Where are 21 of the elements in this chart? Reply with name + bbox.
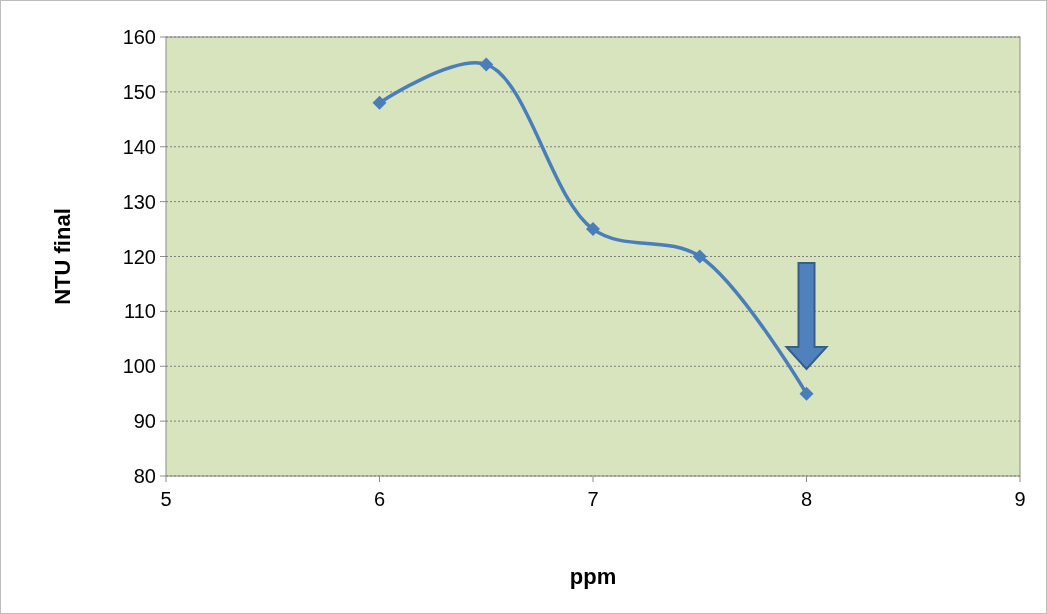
y-tick-label: 120 — [122, 245, 156, 268]
point — [372, 95, 387, 110]
x-tick-label: 8 — [800, 488, 813, 510]
y-tick-label: 100 — [122, 355, 156, 378]
y-tick-label: 80 — [133, 465, 156, 487]
y-tick-label: 110 — [124, 300, 156, 323]
y-tick-label: 150 — [122, 80, 156, 103]
x-tick-label: 6 — [373, 488, 386, 510]
y-tick-label: 130 — [122, 190, 156, 213]
point — [479, 57, 494, 72]
y-tick-label: 90 — [133, 410, 156, 433]
x-tick-label: 5 — [160, 488, 172, 510]
x-axis-title: ppm — [569, 564, 617, 589]
x-tick-label: 9 — [1014, 488, 1026, 510]
point — [799, 386, 814, 401]
y-tick-label: 140 — [122, 135, 156, 158]
y-axis-title: NTU final — [50, 208, 75, 305]
point — [586, 222, 600, 237]
x-tick-label: 7 — [587, 488, 599, 510]
point — [692, 249, 707, 264]
y-tick-label: 160 — [122, 26, 156, 48]
